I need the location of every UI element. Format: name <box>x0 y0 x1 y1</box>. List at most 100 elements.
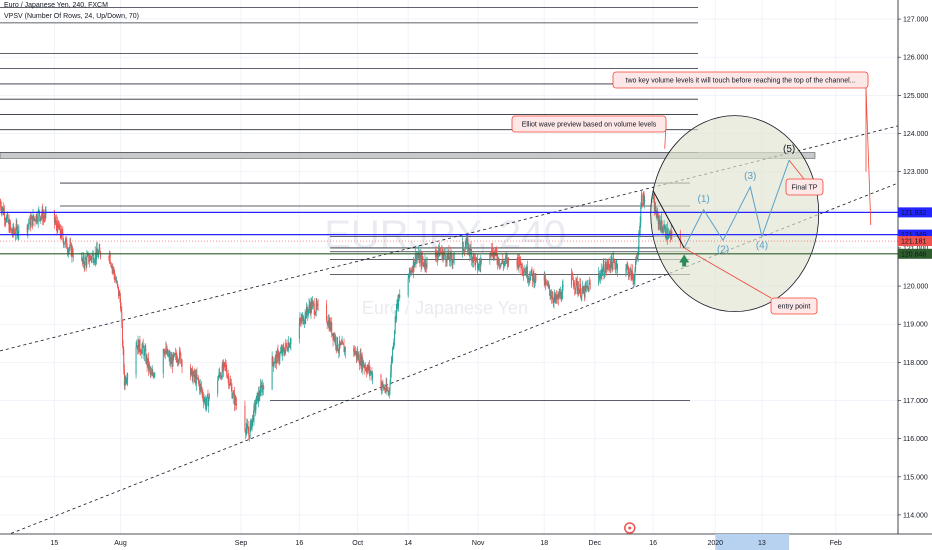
candle-body <box>500 262 502 267</box>
candle-body <box>44 212 46 218</box>
candle-body <box>235 403 237 406</box>
wave-path <box>683 160 790 249</box>
candle-body <box>497 260 499 264</box>
candle-body <box>631 270 633 277</box>
candle-body <box>473 254 475 258</box>
time-tick-label: Nov <box>472 540 485 547</box>
candle-body <box>586 285 588 288</box>
candle-body <box>121 311 123 322</box>
candle-body <box>200 384 202 387</box>
candle-body <box>305 312 307 319</box>
candle-body <box>313 302 315 304</box>
volume-note-text: two key volume levels it will touch befo… <box>626 78 856 85</box>
candle-body <box>660 219 662 230</box>
candle-body <box>62 238 64 245</box>
candle-body <box>163 349 165 353</box>
candle-body <box>652 196 654 200</box>
entry-arrow-icon <box>679 254 690 263</box>
candle-body <box>386 383 388 390</box>
candle-body <box>289 343 291 346</box>
final-tp-pointer <box>788 159 805 180</box>
candle-body <box>517 257 519 266</box>
candle-body <box>138 339 140 353</box>
candle-body <box>152 372 154 375</box>
candle-body <box>639 222 641 234</box>
candle-body <box>42 215 44 221</box>
candle-body <box>580 296 582 298</box>
candle-body <box>358 354 360 363</box>
candle-body <box>245 430 247 434</box>
candle-body <box>55 220 57 222</box>
annotations: two key volume levels it will touch befo… <box>511 71 872 315</box>
candle-body <box>371 371 373 379</box>
candle-body <box>521 263 523 269</box>
candle-body <box>5 216 7 222</box>
candle-body <box>559 292 561 297</box>
candle-body <box>281 349 283 355</box>
candle-body <box>668 234 670 239</box>
candle-body <box>546 283 548 286</box>
candle-body <box>602 270 604 276</box>
candle-body <box>139 339 141 351</box>
price-label-badge <box>898 236 932 247</box>
candle-body <box>661 219 663 226</box>
candle-body <box>340 343 342 345</box>
candle-body <box>383 388 385 389</box>
candle-body <box>70 243 72 256</box>
candle-body <box>443 251 445 254</box>
price-axis[interactable]: 127.000126.000125.000124.000123.000122.0… <box>897 0 932 550</box>
candle-body <box>554 294 556 300</box>
candle-body <box>311 301 313 309</box>
candle-body <box>423 266 425 268</box>
candle-body <box>640 207 642 223</box>
candle-body <box>61 229 63 233</box>
candle-body <box>89 256 91 261</box>
candle-body <box>145 349 147 362</box>
candle-body <box>276 350 278 364</box>
candle-body <box>426 257 428 268</box>
candle-body <box>366 368 368 373</box>
candle-body <box>118 286 120 296</box>
candle-body <box>561 298 563 300</box>
volume-note-box <box>612 71 869 89</box>
candle-body <box>633 280 635 283</box>
indicator-title[interactable]: VPSV (Number Of Rows, 24, Up/Down, 70) <box>4 13 139 20</box>
candle-body <box>465 244 467 247</box>
candle-body <box>141 348 143 354</box>
candle-body <box>522 271 524 272</box>
time-axis[interactable]: 15 Aug Sep 16 Oct 14 Nov 18 Dec 16 2020 13 Feb <box>0 522 932 550</box>
candle-body <box>424 260 426 268</box>
candle-body <box>246 424 248 429</box>
candle-body <box>464 251 466 252</box>
candle-body <box>171 358 173 367</box>
time-tick-label: 16 <box>295 540 303 547</box>
candle-body <box>38 210 40 212</box>
candle-body <box>81 259 83 262</box>
candle-body <box>445 261 447 263</box>
candle-body <box>628 274 630 277</box>
candle-body <box>178 350 180 360</box>
price-axis-bg <box>898 0 932 550</box>
candle-body <box>530 274 532 281</box>
candle-body <box>67 250 69 253</box>
candle-body <box>387 390 389 394</box>
candle-body <box>411 269 413 272</box>
key-volume-zone <box>0 152 816 159</box>
candle-body <box>469 247 471 255</box>
candle-body <box>662 230 664 232</box>
candle-body <box>632 276 634 278</box>
candle-body <box>204 398 206 407</box>
candle-body <box>251 420 253 430</box>
candle-body <box>315 312 317 315</box>
candle-body <box>416 256 418 258</box>
candle-body <box>36 214 38 221</box>
candle-body <box>669 232 671 235</box>
candle-body <box>571 273 573 275</box>
candle-body <box>111 266 113 268</box>
candle-body <box>365 367 367 371</box>
candle-body <box>500 262 502 264</box>
candle-body <box>164 352 166 356</box>
candle-body <box>301 317 303 322</box>
candle-body <box>641 195 643 205</box>
